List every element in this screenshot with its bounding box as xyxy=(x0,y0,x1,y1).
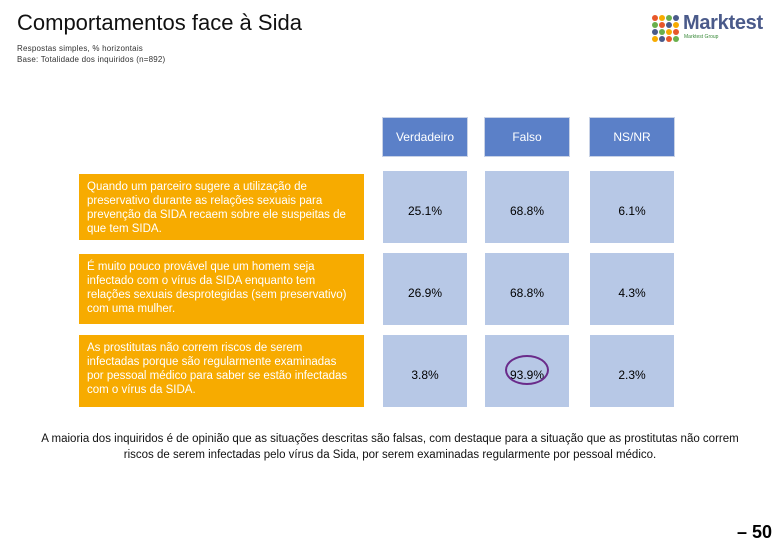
cell-value: 68.8% xyxy=(509,286,545,300)
table-cell: 68.8% xyxy=(484,170,570,244)
cell-value: 3.8% xyxy=(411,368,439,382)
row-label-3: As prostitutas não correm riscos de sere… xyxy=(79,335,364,407)
table-cell: 68.8% xyxy=(484,252,570,326)
row-label-1: Quando um parceiro sugere a utilização d… xyxy=(79,174,364,240)
table-cell: 3.8% xyxy=(382,334,468,408)
column-header-nsnr: NS/NR xyxy=(589,117,675,157)
table-cell: 26.9% xyxy=(382,252,468,326)
cell-value: 68.8% xyxy=(509,204,545,218)
conclusion-text: A maioria dos inquiridos é de opinião qu… xyxy=(41,433,739,461)
logo-dots-icon xyxy=(652,15,679,42)
row-label-2: É muito pouco provável que um homem seja… xyxy=(79,254,364,324)
cell-value: 4.3% xyxy=(618,286,646,300)
highlight-circle xyxy=(505,355,549,385)
table-cell: 6.1% xyxy=(589,170,675,244)
cell-value: 2.3% xyxy=(618,368,646,382)
table-cell: 4.3% xyxy=(589,252,675,326)
table-cell: 25.1% xyxy=(382,170,468,244)
logo-wordmark: Marktest xyxy=(683,12,763,34)
column-header-falso: Falso xyxy=(484,117,570,157)
subtitle-base: Base: Totalidade dos inquiridos (n=892) xyxy=(17,55,166,64)
cell-value: 26.9% xyxy=(407,286,443,300)
table-cell: 2.3% xyxy=(589,334,675,408)
cell-value: 6.1% xyxy=(618,204,646,218)
cell-value: 25.1% xyxy=(407,204,443,218)
logo-tagline: Marktest Group xyxy=(684,34,719,40)
marktest-logo: Marktest Marktest Group xyxy=(651,12,763,44)
page-title: Comportamentos face à Sida xyxy=(17,10,302,35)
subtitle-response-type: Respostas simples, % horizontais xyxy=(17,44,144,53)
column-header-verdadeiro: Verdadeiro xyxy=(382,117,468,157)
page-number: – 50 xyxy=(736,522,772,542)
